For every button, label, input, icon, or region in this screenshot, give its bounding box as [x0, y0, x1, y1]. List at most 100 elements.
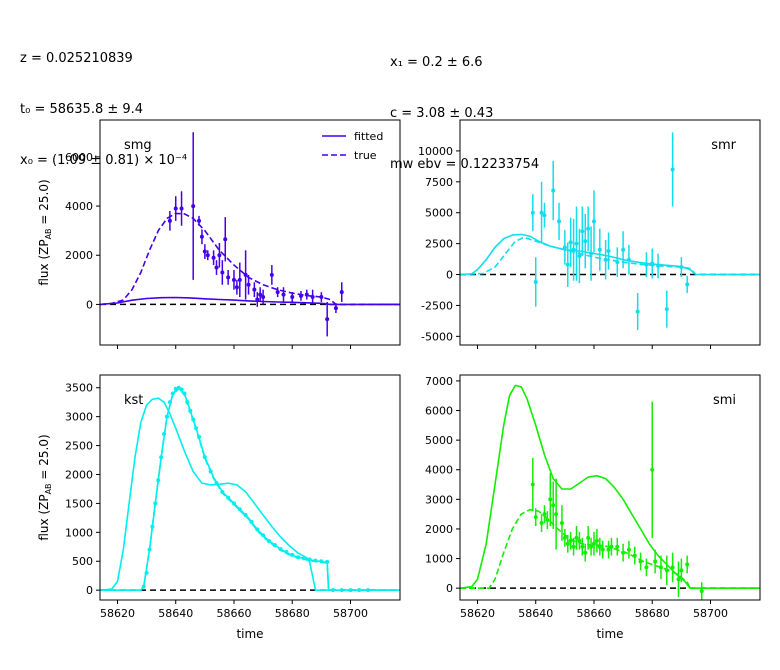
axes-frame: [459, 374, 761, 601]
x-tick-label: 58640: [518, 607, 553, 620]
data-point: [237, 507, 242, 512]
data-point: [571, 247, 576, 252]
y-axis-label: flux (ZPAB = 25.0): [37, 434, 53, 540]
y-tick-label: 2500: [425, 238, 453, 251]
data-point: [685, 282, 690, 287]
data-point: [644, 565, 649, 570]
data-point: [261, 295, 266, 300]
y-tick-label: 7500: [425, 176, 453, 189]
x-tick-label: 58620: [100, 607, 135, 620]
y-tick-label: -2500: [421, 299, 453, 312]
data-point: [658, 565, 663, 570]
x-tick-label: 58640: [158, 607, 193, 620]
axes-frame: [459, 119, 761, 346]
data-point: [530, 482, 535, 487]
data-point: [635, 309, 640, 314]
data-point: [252, 287, 257, 292]
data-point: [656, 263, 661, 268]
fitted-curve: [100, 296, 400, 306]
data-point: [574, 535, 579, 540]
data-point: [597, 247, 602, 252]
data-point: [580, 229, 585, 234]
legend: fitted true: [322, 130, 383, 162]
fitted-curve: [460, 384, 760, 589]
band-label-smi: smi: [713, 393, 736, 408]
y-tick-label: 7000: [425, 375, 453, 388]
data-point: [339, 290, 344, 295]
param-x1: x₁ = 0.2 ± 6.6: [390, 55, 483, 70]
y-tick-label: 500: [72, 555, 93, 568]
panel-kst: 58620 58640 58660 58680 58700 0 500 1000 1500 200…: [37, 374, 401, 641]
plot-area: [100, 132, 400, 337]
data-point: [594, 538, 599, 543]
legend-label-fitted: fitted: [354, 130, 383, 143]
param-x0: x₀ = (1.09 ± 0.81) × 10⁻⁴: [20, 153, 188, 168]
data-point: [205, 253, 210, 258]
data-point: [325, 559, 330, 564]
data-point: [255, 527, 260, 532]
y-tick-label: 1000: [425, 553, 453, 566]
data-point: [223, 237, 228, 242]
band-label-smg: smg: [124, 138, 152, 153]
data-point: [664, 568, 669, 573]
data-point: [214, 481, 219, 486]
data-point: [644, 262, 649, 267]
data-point: [284, 549, 289, 554]
y-tick-label: 5000: [425, 434, 453, 447]
data-point: [609, 544, 614, 549]
data-point: [357, 588, 362, 593]
data-point: [313, 558, 318, 563]
y-tick-label: 0: [446, 582, 453, 595]
x-tick-label: 58660: [576, 607, 611, 620]
data-point: [199, 234, 204, 239]
data-point: [685, 562, 690, 567]
data-point: [261, 533, 266, 538]
y-tick-label: 6000: [425, 405, 453, 418]
data-point: [170, 391, 175, 396]
y-tick-label: 3000: [65, 411, 93, 424]
data-point: [182, 391, 187, 396]
data-point: [153, 501, 158, 506]
data-point: [185, 400, 190, 405]
data-point: [583, 239, 588, 244]
data-point: [333, 306, 338, 311]
data-point: [626, 257, 631, 262]
data-point: [191, 204, 196, 209]
y-tick-label: 1500: [65, 497, 93, 510]
param-redshift: z = 0.025210839: [20, 51, 133, 66]
data-point: [173, 206, 178, 211]
data-point: [325, 317, 330, 322]
data-point: [574, 241, 579, 246]
y-tick-label: 0: [446, 269, 453, 282]
panel-smg: 0 2000 4000 6000 smg flux (ZPAB = 25.0) fitted…: [37, 119, 401, 349]
data-point: [290, 552, 295, 557]
param-mwebv: mw ebv = 0.12233754: [390, 157, 540, 172]
data-point: [144, 570, 149, 575]
data-point: [310, 295, 315, 300]
legend-label-true: true: [354, 149, 377, 162]
data-point: [577, 538, 582, 543]
data-point: [319, 295, 324, 300]
data-point: [258, 292, 263, 297]
data-point: [191, 417, 196, 422]
data-point: [208, 469, 213, 474]
data-point: [243, 512, 248, 517]
data-point: [557, 219, 562, 224]
data-point: [188, 408, 193, 413]
data-point: [539, 210, 544, 215]
data-point: [539, 521, 544, 526]
data-point: [571, 544, 576, 549]
y-tick-label: 3000: [425, 493, 453, 506]
y-tick-label: 4000: [65, 200, 93, 213]
data-point: [603, 257, 608, 262]
plot-area: [460, 132, 760, 331]
data-point: [179, 206, 184, 211]
data-point: [591, 541, 596, 546]
data-point: [542, 512, 547, 517]
data-point: [638, 559, 643, 564]
y-tick-label: 5000: [425, 207, 453, 220]
data-point: [559, 521, 564, 526]
data-point: [159, 455, 164, 460]
y-tick-label: 1000: [65, 526, 93, 539]
